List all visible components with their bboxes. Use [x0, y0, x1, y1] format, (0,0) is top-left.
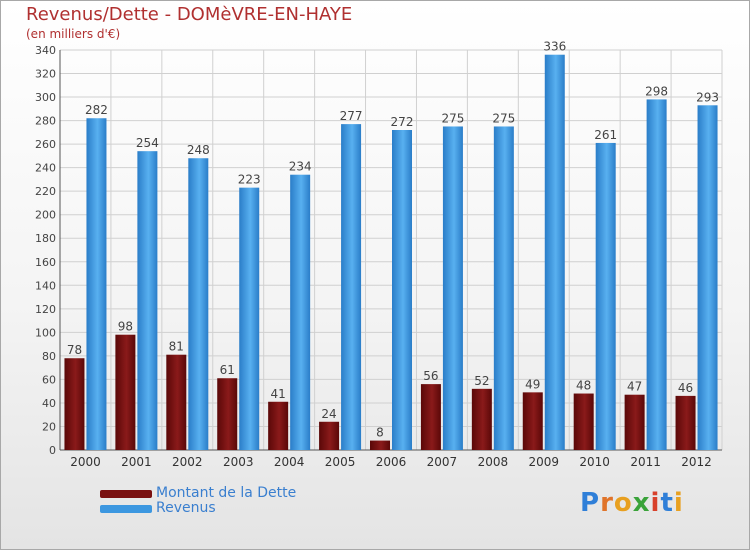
data-label: 275: [441, 111, 464, 125]
data-label: 298: [645, 84, 668, 98]
y-tick-label: 180: [35, 232, 56, 245]
data-label: 61: [220, 363, 235, 377]
bar-revenus: [86, 118, 107, 450]
y-tick-label: 120: [35, 303, 56, 316]
bar-dette: [268, 401, 289, 450]
data-label: 78: [67, 343, 82, 357]
y-tick-label: 200: [35, 209, 56, 222]
x-tick-label: 2003: [223, 455, 254, 469]
data-label: 248: [187, 143, 210, 157]
legend-label-revenus: Revenus: [156, 500, 216, 516]
bar-revenus: [341, 124, 362, 450]
legend-label-dette: Montant de la Dette: [156, 485, 297, 501]
bar-revenus: [290, 174, 311, 451]
bar-dette: [115, 334, 136, 450]
data-label: 277: [340, 109, 363, 123]
y-tick-label: 160: [35, 256, 56, 269]
logo-letter: i: [650, 488, 661, 518]
bar-dette: [573, 393, 594, 450]
logo-letter: i: [673, 488, 684, 518]
y-tick-label: 220: [35, 185, 56, 198]
data-label: 8: [376, 426, 384, 440]
bar-revenus: [392, 130, 412, 450]
bar-dette: [522, 392, 543, 450]
bar-revenus: [442, 126, 463, 451]
logo-letter: o: [613, 488, 633, 518]
data-label: 272: [391, 115, 414, 129]
chart-title: Revenus/Dette - DOMèVRE-EN-HAYE: [26, 4, 353, 25]
data-label: 254: [136, 136, 159, 150]
x-tick-label: 2004: [274, 455, 305, 469]
x-tick-label: 2009: [528, 455, 559, 469]
bar-revenus: [544, 54, 565, 451]
data-label: 223: [238, 173, 261, 187]
bar-revenus: [697, 105, 718, 450]
data-label: 81: [169, 340, 184, 354]
x-tick-label: 2006: [376, 455, 407, 469]
data-label: 52: [474, 374, 489, 388]
y-tick-label: 280: [35, 115, 56, 128]
x-tick-label: 2007: [427, 455, 458, 469]
x-tick-label: 2008: [478, 455, 509, 469]
bar-dette: [319, 421, 340, 450]
data-label: 336: [543, 40, 566, 54]
y-tick-label: 320: [35, 68, 56, 81]
y-tick-label: 80: [42, 350, 56, 363]
logo-letter: P: [580, 488, 601, 518]
bar-revenus: [595, 142, 616, 451]
x-tick-label: 2012: [681, 455, 712, 469]
x-tick-label: 2002: [172, 455, 203, 469]
data-label: 24: [321, 407, 336, 421]
data-label: 41: [271, 387, 286, 401]
data-label: 46: [678, 381, 693, 395]
data-label: 49: [525, 377, 540, 391]
bar-dette: [217, 378, 238, 450]
legend-swatch-revenus: [100, 505, 152, 513]
bar-revenus: [188, 158, 209, 450]
x-tick-label: 2001: [121, 455, 152, 469]
bar-revenus: [239, 187, 260, 450]
y-tick-label: 40: [42, 397, 56, 410]
bar-revenus: [493, 126, 514, 451]
data-label: 261: [594, 128, 617, 142]
logo-letter: t: [660, 488, 674, 518]
data-label: 234: [289, 160, 312, 174]
x-tick-label: 2010: [579, 455, 610, 469]
bar-dette: [675, 395, 696, 450]
bar-dette: [166, 354, 187, 450]
x-tick-label: 2005: [325, 455, 356, 469]
y-tick-label: 0: [49, 444, 56, 457]
chart-subtitle: (en milliers d'€): [26, 27, 121, 41]
data-label: 98: [118, 320, 133, 334]
bar-dette: [420, 384, 441, 450]
y-tick-label: 20: [42, 420, 56, 433]
x-tick-label: 2000: [70, 455, 101, 469]
y-tick-label: 300: [35, 91, 56, 104]
proxiti-logo: Proxiti: [580, 488, 684, 518]
data-label: 275: [492, 111, 515, 125]
y-tick-label: 100: [35, 326, 56, 339]
logo-letter: x: [632, 488, 651, 518]
bar-revenus: [646, 99, 667, 450]
data-label: 293: [696, 90, 719, 104]
logo-letter: r: [600, 488, 614, 518]
y-tick-label: 240: [35, 162, 56, 175]
bar-dette: [624, 394, 645, 450]
y-tick-label: 260: [35, 138, 56, 151]
bar-dette: [64, 358, 85, 450]
data-label: 282: [85, 103, 108, 117]
data-label: 47: [627, 380, 642, 394]
bar-revenus: [137, 151, 158, 451]
bar-dette: [370, 440, 390, 450]
bar-dette: [471, 388, 492, 450]
legend-swatch-dette: [100, 490, 152, 498]
y-tick-label: 340: [35, 44, 56, 57]
y-tick-label: 140: [35, 279, 56, 292]
data-label: 48: [576, 379, 591, 393]
x-tick-label: 2011: [630, 455, 661, 469]
y-tick-label: 60: [42, 373, 56, 386]
data-label: 56: [423, 369, 438, 383]
